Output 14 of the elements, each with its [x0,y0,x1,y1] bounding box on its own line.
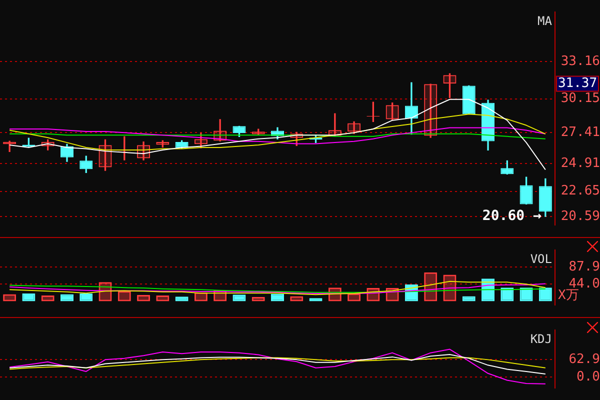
y-tick-label: 30.15 [560,91,600,106]
chart-title: VOL [530,252,552,266]
y-tick-label: 62.9 [568,352,600,368]
y-tick-label: 33.16 [560,54,600,70]
y-tick-label: 87.9 [568,259,600,274]
y-tick-label: 24.91 [560,156,600,171]
y-tick-label: 0.0 [576,369,600,384]
y-tick-label: 27.41 [560,124,600,140]
annotation: 20.60 → [482,208,542,224]
chart-title: MA [538,14,553,28]
y-tick-label: 20.59 [560,209,600,224]
y-tick-label: 22.65 [560,184,600,199]
chart-title: KDJ [530,332,552,346]
annotation: 31.37 [558,76,598,92]
